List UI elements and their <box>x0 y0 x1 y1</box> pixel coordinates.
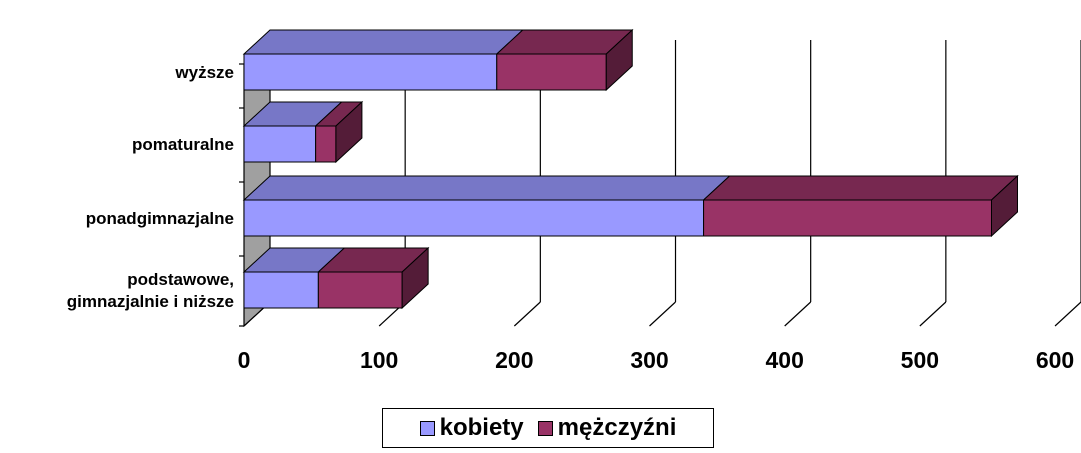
bar-kobiety-1 <box>243 199 705 237</box>
floor-gridline-300 <box>649 301 676 327</box>
bar-mczyni-2 <box>315 125 337 163</box>
bar-side-mczyni-3 <box>605 28 633 92</box>
bar-top-mczyni-1 <box>702 175 1019 201</box>
bar-side-mczyni-0 <box>401 246 429 310</box>
x-tick-label-600: 600 <box>1036 347 1074 373</box>
x-tick-label-200: 200 <box>495 347 533 373</box>
legend-label-kobiety: kobiety <box>439 414 524 441</box>
x-tick-label-500: 500 <box>901 347 939 373</box>
legend-swatch-mezczyzni <box>537 420 553 436</box>
floor-gridline-600 <box>1054 301 1081 327</box>
floor-gridline-400 <box>784 301 812 327</box>
legend-label-mezczyzni: mężczyźni <box>557 414 677 441</box>
bar-top-kobiety-1 <box>242 175 731 201</box>
bar-mczyni-3 <box>496 53 607 91</box>
category-label-1: ponadgimnazjalne <box>86 209 234 228</box>
bar-kobiety-0 <box>243 271 319 309</box>
x-tick-label-0: 0 <box>238 347 251 373</box>
bar-side-mczyni-1 <box>990 174 1018 238</box>
bar-kobiety-3 <box>243 53 498 91</box>
bar-side-mczyni-2 <box>335 100 363 164</box>
category-label-3: wyższe <box>174 63 234 82</box>
bar-kobiety-2 <box>243 125 317 163</box>
bar-mczyni-0 <box>317 271 403 309</box>
bar-top-kobiety-3 <box>242 29 525 55</box>
x-tick-label-400: 400 <box>765 347 803 373</box>
category-label-0: podstawowe, gimnazjalnie i niższe <box>67 270 234 311</box>
floor-gridline-500 <box>919 301 947 327</box>
legend-swatch-kobiety <box>419 420 435 436</box>
legend-item-mezczyzni: mężczyźni <box>537 414 677 442</box>
floor-gridline-200 <box>513 301 541 327</box>
legend-item-kobiety: kobiety <box>419 414 524 442</box>
x-tick-label-100: 100 <box>360 347 398 373</box>
x-tick-label-300: 300 <box>630 347 668 373</box>
chart-legend: kobiety mężczyźni <box>382 408 714 448</box>
category-label-2: pomaturalne <box>132 135 234 154</box>
bar-mczyni-1 <box>703 199 992 237</box>
